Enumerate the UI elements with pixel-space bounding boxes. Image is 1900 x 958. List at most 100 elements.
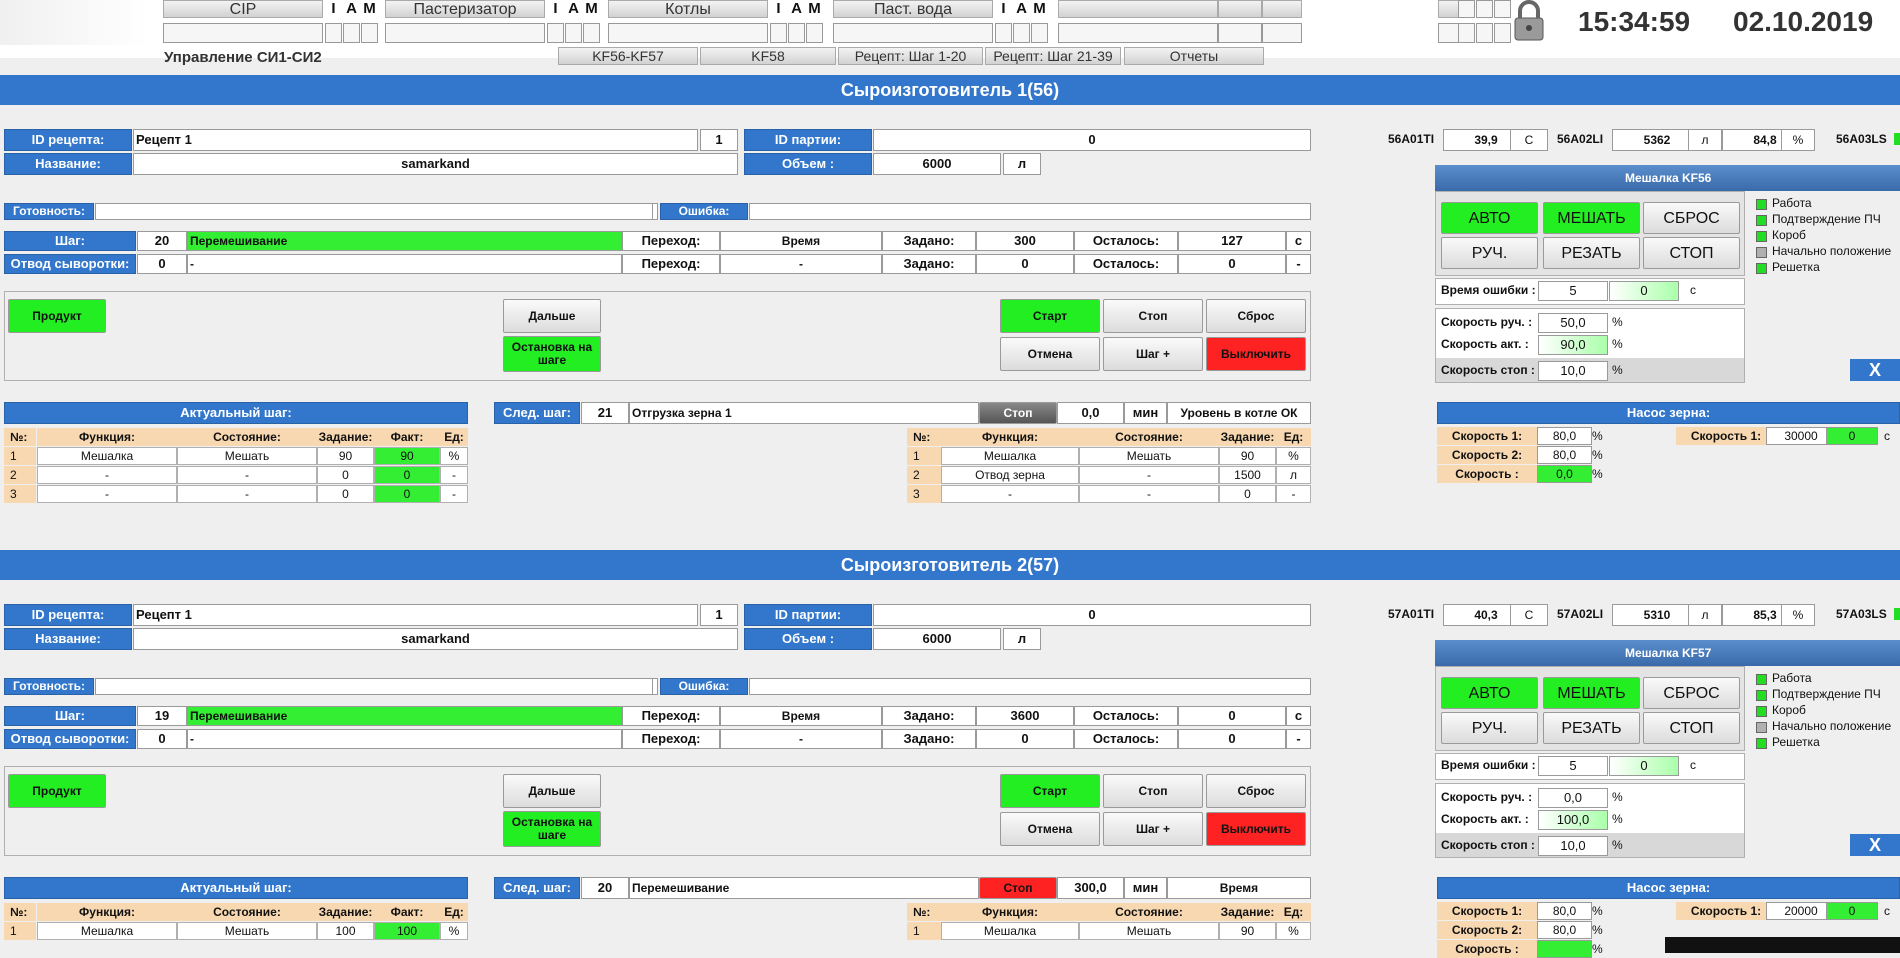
iam-3-1[interactable]: A [1016,0,1027,17]
mixer-button-4[interactable]: РЕЗАТЬ [1543,237,1640,269]
mixer-button-2[interactable]: СБРОС [1643,202,1740,234]
mixer-button-1[interactable]: МЕШАТЬ [1543,677,1640,709]
iam-0-2[interactable]: M [363,0,376,17]
mixer-button-5[interactable]: СТОП [1643,237,1740,269]
header-sq-0 [1458,0,1475,18]
iam-box-2-2[interactable] [806,23,823,43]
step-plus-button[interactable]: Шаг + [1103,812,1203,846]
iam-1-1[interactable]: A [568,0,579,17]
iam-1-0[interactable]: I [553,0,558,17]
next-step-stop[interactable]: Стоп [979,402,1057,424]
recipe-number[interactable]: 1 [700,604,738,626]
indicator-led [1756,674,1767,685]
start-button[interactable]: Старт [1000,299,1100,333]
iam-box-3-2[interactable] [1031,23,1048,43]
iam-box-1-2[interactable] [583,23,600,43]
error-time-value[interactable]: 5 [1538,281,1608,301]
speed-stop-value[interactable]: 10,0 [1538,361,1608,381]
stop-button[interactable]: Стоп [1103,774,1203,808]
reset-button[interactable]: Сброс [1206,774,1306,808]
mixer-button-3[interactable]: РУЧ. [1441,712,1538,744]
iam-box-1-0[interactable] [547,23,564,43]
subtab-4[interactable]: Отчеты [1124,47,1264,65]
error-time-unit: с [1690,758,1696,772]
iam-0-1[interactable]: A [346,0,357,17]
iam-2-1[interactable]: A [791,0,802,17]
iam-2-2[interactable]: M [808,0,821,17]
header-tab-0[interactable]: CIP [163,0,323,18]
iam-box-3-0[interactable] [995,23,1012,43]
pump-speed2-value[interactable]: 80,0 [1537,921,1592,939]
iam-box-2-1[interactable] [788,23,805,43]
next-step-stop[interactable]: Стоп [979,877,1057,899]
iam-box-0-1[interactable] [343,23,360,43]
next-row-cell: - [1079,466,1219,484]
recipe-name-field[interactable]: samarkand [133,153,738,175]
close-mixer-button[interactable]: X [1850,834,1900,856]
iam-box-2-0[interactable] [770,23,787,43]
speed-man-value[interactable]: 50,0 [1538,313,1608,333]
stop-button[interactable]: Стоп [1103,299,1203,333]
mixer-button-0[interactable]: АВТО [1441,202,1538,234]
subtab-2[interactable]: Рецепт: Шаг 1-20 [838,47,983,65]
mixer-button-0[interactable]: АВТО [1441,677,1538,709]
batch-id-field[interactable]: 0 [873,604,1311,626]
volume-field[interactable]: 6000 [873,153,1001,175]
padlock-icon[interactable] [1507,0,1551,44]
recipe-number[interactable]: 1 [700,129,738,151]
stop-on-step-button[interactable]: Остановка на шаге [503,811,601,847]
off-button[interactable]: Выключить [1206,812,1306,846]
next-button[interactable]: Дальше [503,299,601,333]
iam-box-0-0[interactable] [325,23,342,43]
cancel-button[interactable]: Отмена [1000,812,1100,846]
recipe-id-field[interactable]: Рецепт 1 [133,604,698,626]
iam-3-0[interactable]: I [1001,0,1006,17]
pump-speed2-value[interactable]: 80,0 [1537,446,1592,464]
speed-man-label: Скорость руч. : [1441,790,1533,804]
speed-stop-label: Скорость стоп : [1441,363,1535,377]
recipe-name-field[interactable]: samarkand [133,628,738,650]
product-button[interactable]: Продукт [8,774,106,808]
iam-box-3-1[interactable] [1013,23,1030,43]
header-tab-2[interactable]: Котлы [608,0,768,18]
header-extra-2[interactable] [1262,0,1302,18]
pump-title: Насос зерна: [1437,402,1900,424]
pump-speed1-value[interactable]: 80,0 [1537,427,1592,445]
mixer-button-3[interactable]: РУЧ. [1441,237,1538,269]
mixer-button-2[interactable]: СБРОС [1643,677,1740,709]
iam-2-0[interactable]: I [776,0,781,17]
pump-right-value[interactable]: 30000 [1766,427,1836,445]
start-button[interactable]: Старт [1000,774,1100,808]
speed-stop-value[interactable]: 10,0 [1538,836,1608,856]
off-button[interactable]: Выключить [1206,337,1306,371]
iam-3-2[interactable]: M [1033,0,1046,17]
header-tab-3[interactable]: Паст. вода [833,0,993,18]
iam-1-2[interactable]: M [585,0,598,17]
speed-man-value[interactable]: 0,0 [1538,788,1608,808]
stop-on-step-button[interactable]: Остановка на шаге [503,336,601,372]
subtab-0[interactable]: KF56-KF57 [558,47,698,65]
step-plus-button[interactable]: Шаг + [1103,337,1203,371]
product-button[interactable]: Продукт [8,299,106,333]
mixer-button-5[interactable]: СТОП [1643,712,1740,744]
iam-box-1-1[interactable] [565,23,582,43]
reset-button[interactable]: Сброс [1206,299,1306,333]
subtab-3[interactable]: Рецепт: Шаг 21-39 [985,47,1121,65]
header-extra-1[interactable] [1218,0,1262,18]
close-mixer-button[interactable]: X [1850,359,1900,381]
header-extra-0[interactable] [1058,0,1218,18]
subtab-1[interactable]: KF58 [700,47,836,65]
mixer-button-1[interactable]: МЕШАТЬ [1543,202,1640,234]
indicator-led [1756,690,1767,701]
error-time-value[interactable]: 5 [1538,756,1608,776]
batch-id-field[interactable]: 0 [873,129,1311,151]
volume-field[interactable]: 6000 [873,628,1001,650]
mixer-button-4[interactable]: РЕЗАТЬ [1543,712,1640,744]
iam-0-0[interactable]: I [331,0,336,17]
next-button[interactable]: Дальше [503,774,601,808]
cancel-button[interactable]: Отмена [1000,337,1100,371]
recipe-id-field[interactable]: Рецепт 1 [133,129,698,151]
header-tab-1[interactable]: Пастеризатор [385,0,545,18]
pump-speed1-value[interactable]: 80,0 [1537,902,1592,920]
iam-box-0-2[interactable] [361,23,378,43]
